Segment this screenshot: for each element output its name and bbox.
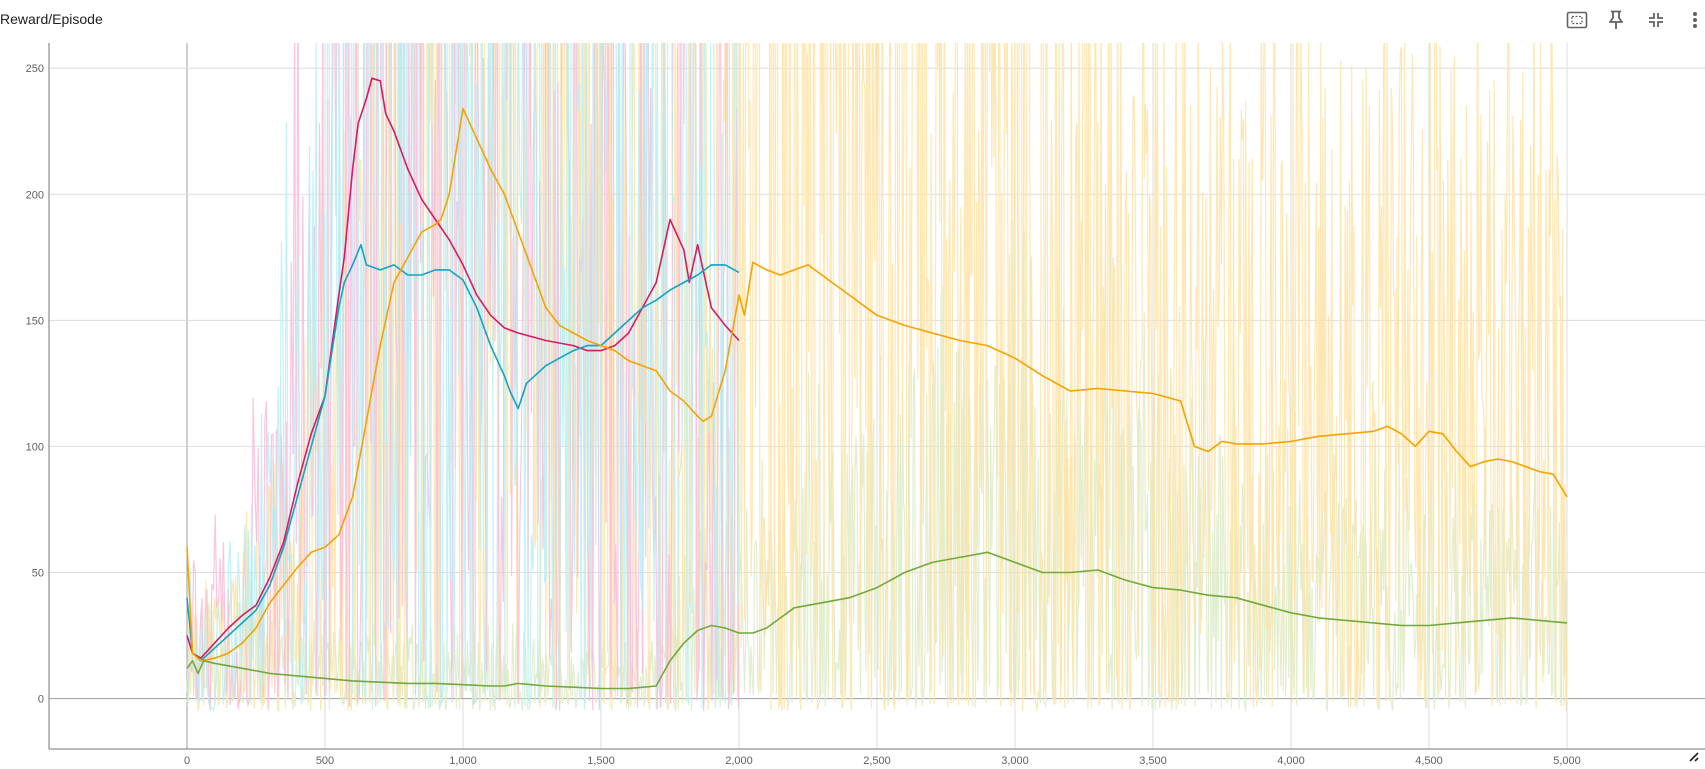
collapse-button[interactable] [1644, 8, 1668, 32]
series-line[interactable] [186, 107, 1568, 662]
card-header: Reward/Episode [0, 0, 1705, 40]
resize-handle-icon[interactable] [1687, 750, 1701, 764]
x-tick-label: 4,000 [1277, 755, 1305, 767]
y-tick-label: 0 [38, 694, 44, 706]
x-tick-label: 2,000 [725, 755, 753, 767]
y-tick-label: 50 [32, 568, 44, 580]
series-line[interactable] [186, 551, 1568, 690]
raw-series-line [186, 43, 739, 713]
pin-button[interactable] [1604, 8, 1628, 32]
y-tick-label: 250 [26, 63, 44, 75]
x-tick-label: 2,500 [863, 755, 891, 767]
series-line[interactable] [186, 243, 740, 662]
fit-screen-icon [1566, 11, 1588, 29]
x-tick-label: 5,000 [1553, 755, 1581, 767]
chart-title: Reward/Episode [0, 11, 103, 27]
y-tick-label: 200 [26, 189, 44, 201]
y-tick-label: 100 [26, 441, 44, 453]
x-tick-label: 3,000 [1001, 755, 1029, 767]
series-line[interactable] [186, 77, 740, 659]
pin-icon [1608, 10, 1624, 30]
raw-series-line [186, 43, 1568, 712]
x-tick-label: 500 [316, 755, 334, 767]
x-tick-label: 4,500 [1415, 755, 1443, 767]
fit-domain-button[interactable] [1565, 8, 1589, 32]
more-options-button[interactable] [1683, 8, 1705, 32]
more-vert-icon [1692, 11, 1698, 29]
x-tick-label: 0 [184, 755, 190, 767]
x-tick-label: 1,500 [587, 755, 615, 767]
y-tick-label: 150 [26, 315, 44, 327]
x-tick-label: 1,000 [449, 755, 477, 767]
x-tick-label: 3,500 [1139, 755, 1167, 767]
collapse-icon [1648, 12, 1664, 28]
